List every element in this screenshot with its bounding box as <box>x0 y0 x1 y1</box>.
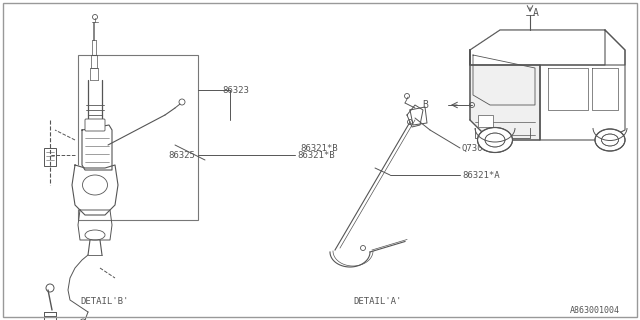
Polygon shape <box>470 50 540 140</box>
Text: 86321*B: 86321*B <box>297 150 335 159</box>
Text: 86325: 86325 <box>168 150 195 159</box>
Polygon shape <box>540 30 625 140</box>
Bar <box>44 148 56 166</box>
Text: DETAIL'A': DETAIL'A' <box>354 298 402 307</box>
Text: A: A <box>533 8 539 18</box>
Text: DETAIL'B': DETAIL'B' <box>81 298 129 307</box>
Ellipse shape <box>477 127 513 153</box>
Polygon shape <box>72 165 118 215</box>
FancyBboxPatch shape <box>85 119 105 131</box>
Ellipse shape <box>595 129 625 151</box>
Bar <box>478 115 493 127</box>
Text: Q730002: Q730002 <box>462 143 500 153</box>
Text: B: B <box>422 100 428 110</box>
Text: 86323: 86323 <box>222 85 249 94</box>
Bar <box>78 55 198 220</box>
Polygon shape <box>82 125 112 170</box>
Text: 86321*A: 86321*A <box>462 171 500 180</box>
Polygon shape <box>470 30 625 65</box>
Text: A863001004: A863001004 <box>570 306 620 315</box>
Text: 86321*B: 86321*B <box>300 143 338 153</box>
